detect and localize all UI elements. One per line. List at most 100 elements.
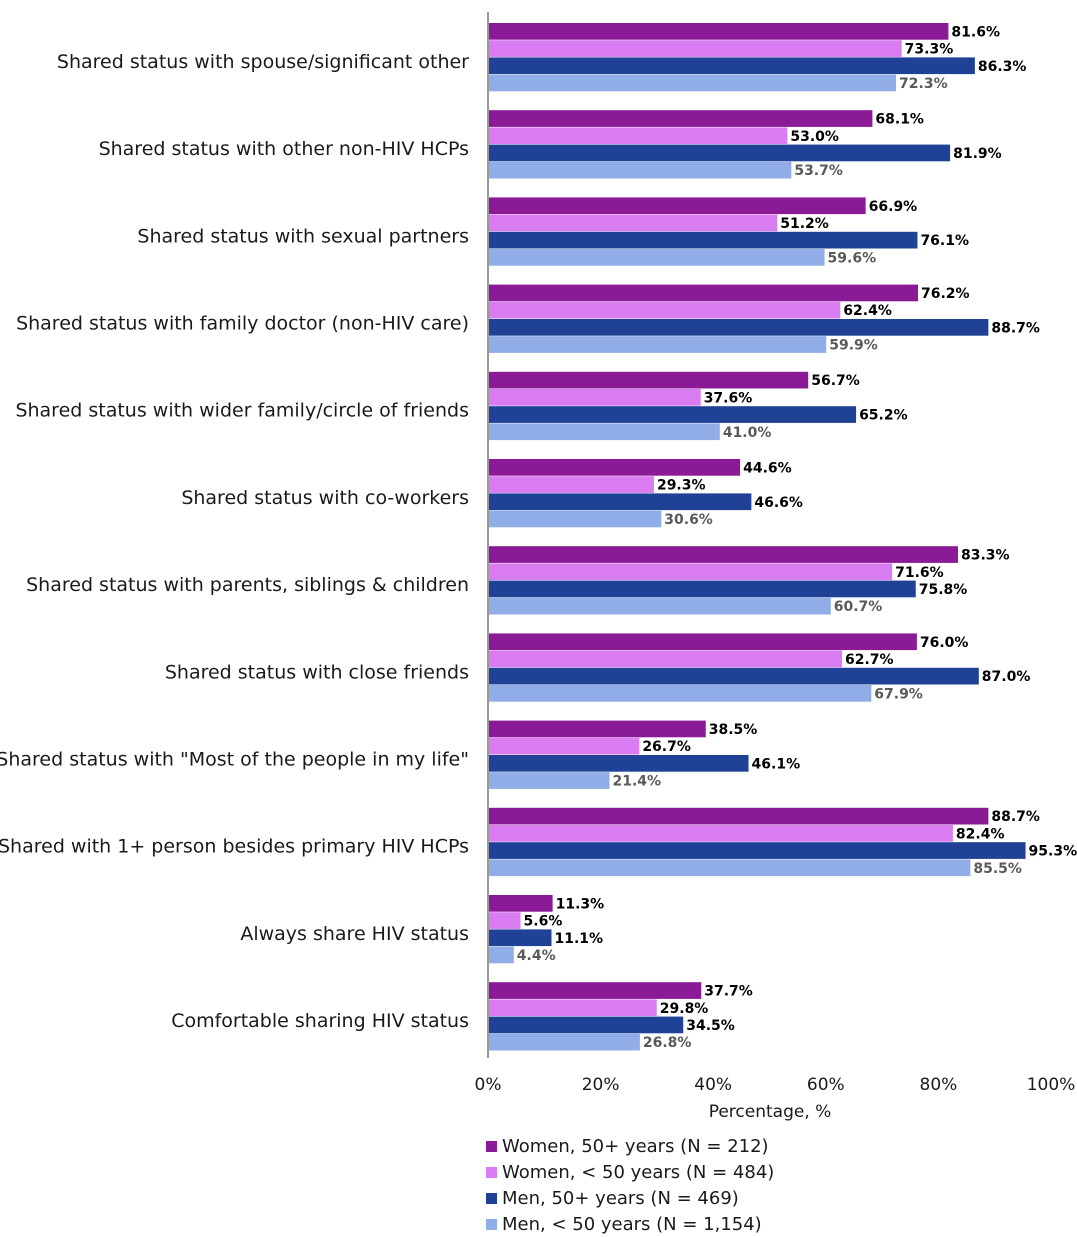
x-tick-label: 0% <box>475 1075 502 1095</box>
bar <box>489 459 741 476</box>
data-label: 37.6% <box>704 390 753 406</box>
legend-swatch <box>486 1166 497 1178</box>
bar <box>489 546 958 563</box>
legend-item: Women, < 50 years (N = 484) <box>486 1159 774 1185</box>
legend-label: Men, < 50 years (N = 1,154) <box>502 1213 762 1235</box>
bar <box>489 493 752 511</box>
data-label: 51.2% <box>780 216 829 232</box>
x-tick-label: 60% <box>807 1075 845 1095</box>
bar <box>489 772 610 789</box>
data-label: 76.2% <box>921 286 970 302</box>
legend-swatch <box>486 1140 497 1152</box>
bar <box>489 1033 640 1051</box>
data-label: 11.1% <box>554 931 603 947</box>
bar <box>489 667 979 685</box>
x-tick-label: 100% <box>1027 1075 1076 1095</box>
bar <box>489 144 951 162</box>
data-label: 60.7% <box>834 599 883 615</box>
value-labels: 81.6% 73.3% 86.3% 72.3% 68.1% 53.0% 81.9% 53.7%… <box>517 24 1077 1051</box>
bar <box>489 929 552 947</box>
data-label: 87.0% <box>982 669 1031 685</box>
x-axis-title: Percentage, % <box>709 1102 832 1122</box>
data-label: 26.7% <box>642 739 691 755</box>
bar <box>489 389 701 406</box>
bar <box>489 563 893 581</box>
x-tick-label: 20% <box>582 1075 620 1095</box>
data-label: 38.5% <box>709 722 758 738</box>
data-label: 30.6% <box>664 512 713 528</box>
category-label: Shared status with parents, siblings & c… <box>26 574 469 596</box>
bar <box>489 633 917 651</box>
category-label: Comfortable sharing HIV status <box>171 1010 469 1032</box>
bar <box>489 161 792 179</box>
category-label: Shared status with spouse/significant ot… <box>57 51 469 73</box>
data-label: 53.0% <box>790 129 839 145</box>
data-label: 56.7% <box>811 373 860 389</box>
data-label: 29.3% <box>657 478 706 494</box>
category-label: Shared status with wider family/circle o… <box>15 400 469 422</box>
legend-item: Men, 50+ years (N = 469) <box>486 1185 774 1211</box>
data-label: 11.3% <box>556 896 605 912</box>
data-label: 29.8% <box>660 1001 709 1017</box>
bar <box>489 57 975 75</box>
category-labels: Shared status with spouse/significant ot… <box>0 51 469 1032</box>
data-label: 5.6% <box>524 914 563 930</box>
bar <box>489 807 989 825</box>
bars-group <box>489 23 1026 1051</box>
data-label: 73.3% <box>905 42 954 58</box>
legend-item: Women, 50+ years (N = 212) <box>486 1133 774 1159</box>
bar <box>489 982 702 999</box>
data-label: 68.1% <box>875 112 924 128</box>
bar <box>489 999 657 1017</box>
data-label: 53.7% <box>794 163 843 179</box>
bar <box>489 1016 684 1034</box>
bar <box>489 912 521 929</box>
bar <box>489 214 778 232</box>
data-label: 59.9% <box>829 338 878 354</box>
category-label: Shared status with "Most of the people i… <box>0 749 469 771</box>
category-label: Shared status with close friends <box>165 661 469 683</box>
data-label: 71.6% <box>895 565 944 581</box>
data-label: 37.7% <box>704 984 753 1000</box>
bar <box>489 755 749 772</box>
data-label: 46.6% <box>754 495 803 511</box>
bar <box>489 406 857 423</box>
data-label: 59.6% <box>828 250 877 266</box>
category-label: Shared status with family doctor (non-HI… <box>16 313 469 335</box>
data-label: 26.8% <box>643 1035 692 1051</box>
data-label: 65.2% <box>859 408 908 424</box>
data-label: 88.7% <box>991 320 1040 336</box>
bar <box>489 197 866 215</box>
bar <box>489 476 654 493</box>
x-axis-ticks: 0% 20% 40% 60% 80% 100% <box>475 1075 1076 1095</box>
bar <box>489 423 720 441</box>
bar <box>489 842 1026 859</box>
category-label: Shared status with co-workers <box>181 487 469 509</box>
data-label: 81.6% <box>951 24 1000 40</box>
bar <box>489 685 872 702</box>
data-label: 85.5% <box>973 861 1022 877</box>
bar <box>489 74 897 92</box>
data-label: 95.3% <box>1029 844 1077 860</box>
data-label: 41.0% <box>723 425 772 441</box>
bar <box>489 249 825 266</box>
bar <box>489 301 841 319</box>
bar <box>489 371 809 389</box>
data-label: 34.5% <box>686 1018 735 1034</box>
bar <box>489 231 918 249</box>
legend-swatch <box>486 1218 497 1230</box>
bar <box>489 127 788 145</box>
bar <box>489 859 971 877</box>
category-label: Always share HIV status <box>240 923 469 945</box>
data-label: 76.1% <box>920 233 969 249</box>
data-label: 62.7% <box>845 652 894 668</box>
x-tick-label: 40% <box>694 1075 732 1095</box>
legend-label: Women, 50+ years (N = 212) <box>502 1135 769 1157</box>
bar <box>489 580 916 598</box>
data-label: 83.3% <box>961 548 1010 564</box>
data-label: 86.3% <box>978 59 1027 75</box>
bar <box>489 336 827 353</box>
data-label: 62.4% <box>843 303 892 319</box>
data-label: 21.4% <box>612 774 661 790</box>
legend: Women, 50+ years (N = 212) Women, < 50 ye… <box>486 1133 774 1237</box>
